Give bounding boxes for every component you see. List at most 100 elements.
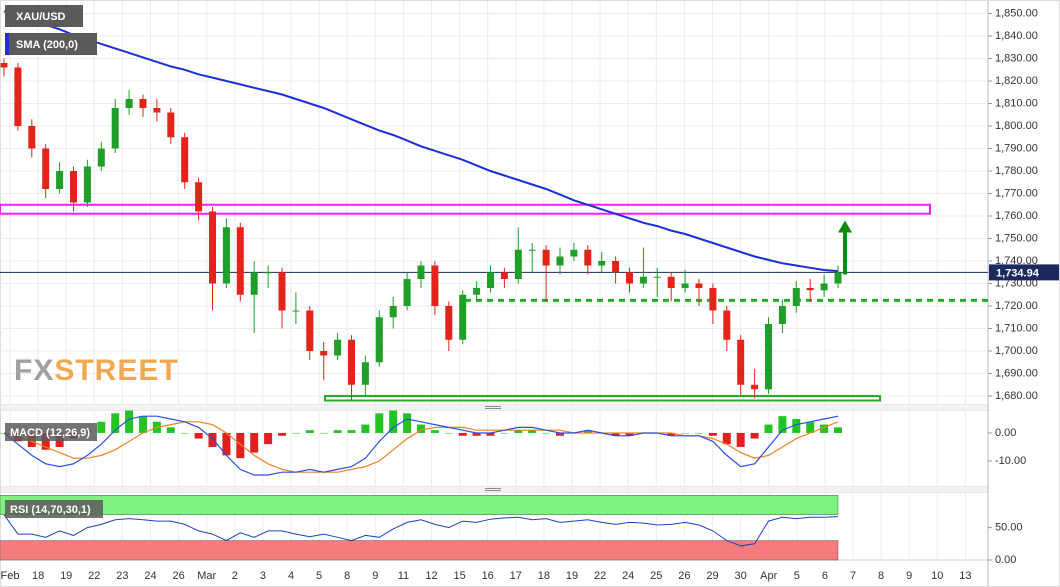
- x-tick-label: 3: [260, 570, 266, 582]
- candle-body: [500, 272, 508, 279]
- rsi-line: [3, 514, 839, 547]
- histogram-bar: [806, 421, 815, 433]
- histogram-bar: [458, 432, 467, 436]
- candle-body: [236, 227, 244, 295]
- candle-body: [709, 288, 717, 311]
- histogram-bar: [778, 416, 787, 433]
- candle-body: [695, 283, 703, 288]
- candle-body: [473, 288, 481, 295]
- histogram-bar: [97, 421, 106, 433]
- x-tick-label: 23: [116, 570, 128, 582]
- y-tick-label: 1,760.00: [995, 210, 1038, 222]
- candle-body: [403, 279, 411, 306]
- histogram-bar: [750, 432, 759, 439]
- y-tick-label: 1,700.00: [995, 345, 1038, 357]
- y-tick-label: 50.00: [995, 522, 1023, 534]
- candle-body: [778, 306, 786, 324]
- candle-body: [250, 272, 258, 295]
- candle-body: [56, 171, 64, 189]
- histogram-bar: [222, 432, 231, 456]
- histogram-bar: [583, 430, 592, 433]
- candle-body: [556, 256, 564, 266]
- x-tick-label: 5: [794, 570, 800, 582]
- candle-body: [222, 227, 230, 284]
- histogram-bar: [834, 427, 842, 433]
- candle-body: [487, 272, 494, 288]
- histogram-bar: [139, 416, 147, 433]
- x-tick-label: 24: [622, 570, 634, 582]
- y-tick-label: 1,810.00: [995, 97, 1038, 109]
- candle-body: [542, 249, 550, 266]
- histogram-bar: [820, 424, 829, 433]
- histogram-bar: [681, 432, 690, 434]
- candle-body: [181, 137, 189, 183]
- x-tick-label: 15: [453, 570, 465, 582]
- x-tick-label: 22: [594, 570, 606, 582]
- candle-body: [0, 63, 8, 68]
- oversold-band: [0, 540, 839, 561]
- y-tick-label: 1,780.00: [995, 165, 1038, 177]
- candle-body: [83, 166, 91, 203]
- candle-body: [417, 265, 425, 279]
- candle-body: [348, 339, 355, 385]
- legend-box: [5, 5, 83, 27]
- histogram-bar: [194, 432, 203, 439]
- histogram-bar: [180, 432, 189, 434]
- candle-body: [834, 272, 842, 284]
- histogram-bar: [291, 432, 300, 434]
- x-tick-label: 17: [510, 570, 522, 582]
- histogram-bar: [264, 432, 273, 445]
- histogram-bar: [472, 432, 481, 436]
- y-tick-label: 0.00: [995, 427, 1016, 439]
- candle-body: [431, 265, 439, 306]
- candle-body: [570, 249, 578, 257]
- x-tick-label: 29: [706, 570, 718, 582]
- x-tick-label: 11: [398, 570, 409, 582]
- y-tick-label: 1,710.00: [995, 322, 1038, 334]
- legend-swatch: [5, 33, 9, 55]
- candle-body: [153, 108, 161, 113]
- histogram-bar: [236, 432, 245, 459]
- y-tick-label: 1,740.00: [995, 255, 1038, 267]
- histogram-bar: [403, 413, 412, 433]
- candle-body: [139, 99, 147, 108]
- y-tick-label: 1,680.00: [995, 390, 1038, 402]
- y-tick-label: 1,730.00: [995, 277, 1038, 289]
- target-arrow-head: [838, 220, 852, 233]
- candle-body: [111, 108, 119, 149]
- x-tick-label: 6: [822, 570, 828, 582]
- last-price-tag: [989, 264, 1059, 281]
- candle-body: [806, 288, 814, 291]
- histogram-bar: [708, 432, 717, 436]
- legend-label: SMA (200,0): [16, 39, 78, 51]
- support-base-zone: [324, 395, 881, 402]
- x-tick-label: 7: [850, 570, 856, 582]
- candle-body: [514, 249, 522, 279]
- histogram-bar: [556, 432, 564, 436]
- histogram-bar: [166, 427, 175, 433]
- x-tick-label: 8: [344, 570, 350, 582]
- x-tick-label: 26: [678, 570, 690, 582]
- x-tick-label: Mar: [197, 570, 216, 582]
- histogram-bar: [208, 432, 217, 447]
- candle-body: [598, 261, 606, 266]
- sma-line: [3, 10, 839, 273]
- candle-body: [653, 276, 661, 278]
- y-tick-label: 1,770.00: [995, 187, 1038, 199]
- y-tick-label: 1,800.00: [995, 120, 1038, 132]
- candle-body: [70, 171, 77, 203]
- y-tick-label: -10.00: [995, 455, 1026, 467]
- candle-body: [125, 99, 133, 108]
- y-tick-label: 1,690.00: [995, 367, 1038, 379]
- watermark-street: STREET: [54, 354, 178, 387]
- histogram-bar: [347, 430, 356, 433]
- candle-body: [584, 249, 592, 266]
- overbought-band: [0, 494, 839, 515]
- candle-body: [361, 362, 369, 385]
- legend-label: XAU/USD: [16, 11, 66, 23]
- candle-body: [765, 324, 772, 390]
- y-tick-label: 1,720.00: [995, 300, 1038, 312]
- histogram-bar: [695, 432, 703, 434]
- y-tick-label: 1,850.00: [995, 7, 1038, 19]
- histogram-bar: [611, 432, 620, 436]
